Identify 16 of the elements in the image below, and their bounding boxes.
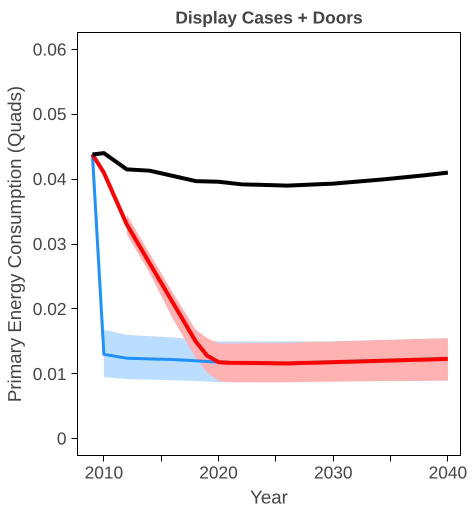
line-series <box>90 151 450 188</box>
x-tick-label: 2010 <box>84 462 124 482</box>
x-tick-label: 2020 <box>199 462 238 482</box>
y-tick-label: 0.01 <box>32 364 67 384</box>
chart-title: Display Cases + Doors <box>175 8 363 28</box>
y-tick-label: 0.02 <box>32 298 67 319</box>
y-tick-label: 0.04 <box>32 169 67 190</box>
y-tick-label: 0.05 <box>32 104 67 124</box>
x-axis-title: Year <box>250 486 288 508</box>
x-tick-label: 2030 <box>314 462 353 482</box>
line-series <box>90 152 450 366</box>
y-tick-label: 0.06 <box>32 39 67 60</box>
y-tick-label: 0 <box>56 428 67 449</box>
y-axis-title: Primary Energy Consumption (Quads) <box>4 86 25 402</box>
x-tick-label: 2040 <box>428 462 468 482</box>
y-tick-label: 0.03 <box>32 234 67 254</box>
